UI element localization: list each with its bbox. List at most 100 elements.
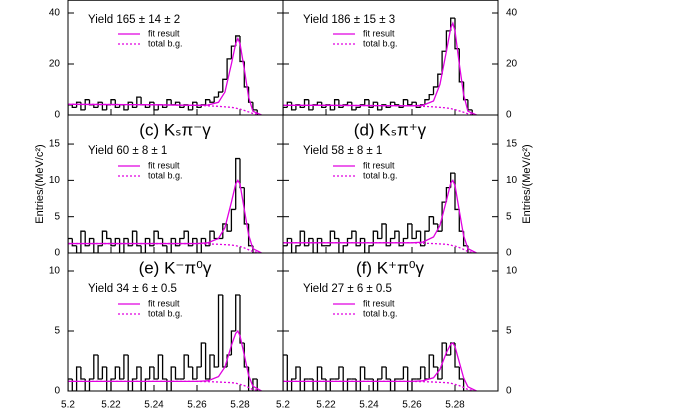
x-tick-label: 5.28 [445,400,465,411]
histogram-bin [110,378,116,391]
histogram-bin [441,342,447,379]
histogram-bin [325,379,331,391]
histogram-bin [144,378,150,391]
histogram-bin [226,354,232,367]
histogram-bin [127,101,133,110]
histogram-bin [71,238,77,247]
panel: 0 5 10 15 (c) Kₛπ⁻γ Yield 60 ± 8 ± 1 fit resul… [34,114,284,259]
histogram-bin [235,157,240,210]
y-tick-label: 5 [506,211,512,222]
histogram-bin [394,102,400,106]
yield-label: Yield 27 ± 6 ± 0.5 [303,283,392,295]
histogram-bin [381,366,387,379]
histogram-bin [123,354,129,379]
histogram-bin [428,216,434,232]
histogram-bin [346,378,352,391]
histogram-bin [80,367,86,380]
yield-label: Yield 165 ± 14 ± 2 [88,14,180,26]
histogram-bin [407,99,412,106]
histogram-bin [140,245,146,253]
histogram-bin [149,366,154,379]
histogram-bin [222,78,228,93]
histogram-bin [411,101,417,105]
histogram-bin [170,237,176,253]
histogram-bin [144,237,150,253]
histogram-bin [364,99,369,105]
legend-label: fit result [148,160,180,170]
histogram-bin [93,354,99,379]
histogram-bin [316,366,322,391]
histogram-bin [316,237,322,253]
histogram-bin [84,99,90,110]
histogram-bin [153,230,159,246]
histogram-bin [110,99,116,105]
histogram-bin [321,367,326,380]
fit-line [283,380,477,391]
histogram-bin [204,99,210,105]
histogram [68,35,262,115]
histogram-bin [329,230,335,246]
x-tick-label: 5.26 [402,400,422,411]
histogram-bin [415,102,421,108]
histogram-bin [428,93,434,100]
histogram-bin [359,366,365,391]
x-tick-label: 5.22 [316,400,336,411]
histogram-bin [97,101,103,108]
histogram-bin [131,230,137,246]
histogram-bin [204,343,210,380]
histogram-bin [256,379,262,391]
x-tick-label: 5.28 [230,400,250,411]
histogram-bin [71,379,77,391]
histogram-bin [351,102,357,111]
histogram-bin [432,86,438,95]
histogram-bin [364,367,369,380]
histogram-bin [140,367,146,391]
histogram-bin [174,238,180,247]
y-tick-label: 5 [54,211,60,222]
panel: 0 5 10 5.2 5.22 5.24 5.26 5.28 (e) K⁻π⁰γ Yield 34… [49,252,284,411]
histogram-bin [458,367,464,380]
histogram-bin [97,245,103,253]
histogram-bin [338,99,344,108]
histogram-bin [329,378,335,391]
histogram-bin [437,73,443,87]
histogram-bin [136,96,142,108]
histogram-bin [97,355,103,380]
histogram-bin [209,99,215,103]
histogram-bin [187,355,193,368]
y-tick-label: 10 [506,175,518,186]
histogram-bin [419,231,425,247]
histogram-bin [368,245,374,253]
histogram-bin [75,366,81,391]
histogram-bin [101,366,107,379]
histogram-bin [471,109,477,115]
histogram-bin [123,104,129,111]
y-tick-label: 15 [506,139,518,150]
legend-label: total b.g. [148,308,183,318]
fit-line [68,242,262,253]
histogram-bin [149,238,154,247]
histogram-bin [389,379,395,391]
histogram [283,172,477,253]
histogram-bin [462,81,468,101]
histogram-bin [329,104,335,111]
legend-label: fit result [148,28,180,38]
histogram-bin [161,104,167,108]
histogram-bin [368,99,374,108]
histogram-bin [407,367,412,391]
fit-line [68,380,262,391]
histogram-bin [187,104,193,111]
panel-title: (e) K⁻π⁰γ [139,258,212,277]
histogram-bin [376,102,382,111]
histogram-bin [351,230,357,239]
histogram-bin [93,104,99,108]
histogram-bin [407,223,412,239]
histogram-bin [166,245,172,253]
histogram-bin [355,231,361,247]
histogram-bin [247,86,253,103]
histogram-bin [75,101,81,108]
histogram-bin [394,230,400,239]
histogram-bin [252,378,258,391]
